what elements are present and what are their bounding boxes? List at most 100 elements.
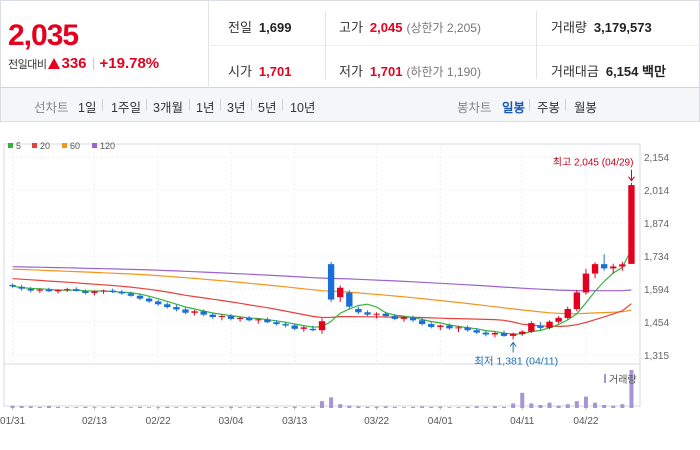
y-tick-label: 2,014: [644, 186, 669, 197]
candle-body: [227, 316, 235, 319]
volume-bar: [28, 406, 33, 408]
candle-body: [573, 292, 581, 309]
candle-body: [127, 293, 135, 296]
divider: [536, 11, 537, 79]
x-tick-label: 02/22: [146, 416, 171, 427]
legend-label: 20: [40, 141, 50, 151]
legend-label: 60: [70, 141, 80, 151]
volume-bar: [511, 403, 516, 408]
volume-bar: [56, 406, 61, 408]
change-percent: +19.78%: [99, 55, 160, 72]
y-tick-label: 1,734: [644, 252, 669, 263]
candle-body: [82, 291, 89, 293]
stat-high: 고가 2,045 (상한가 2,205): [339, 17, 481, 36]
volume-bar: [474, 406, 479, 408]
x-tick-label: 03/13: [282, 416, 307, 427]
y-tick-label: 1,454: [644, 318, 669, 329]
high-annotation: 최고 2,045 (04/29): [553, 157, 634, 169]
volume-bar: [301, 407, 306, 408]
tab-monthly[interactable]: 월봉: [574, 101, 598, 115]
candle-body: [91, 291, 98, 293]
candle-body: [9, 284, 16, 287]
candle-body: [136, 295, 144, 299]
tab-1y[interactable]: 1년: [196, 101, 215, 115]
volume-bar: [256, 406, 261, 408]
candle-body: [63, 289, 71, 291]
candle-body: [619, 264, 626, 267]
candlestick-chart: 2,154 2,014 1,874 1,734 1,594 1,454 1,315 01/31…: [0, 141, 669, 427]
legend-swatch: [92, 143, 97, 148]
tab-1d[interactable]: 1일: [78, 101, 97, 115]
volume-bar: [420, 406, 425, 408]
volume-bar: [219, 407, 224, 408]
volume-bar: [602, 404, 607, 408]
candle-body: [546, 321, 553, 328]
volume-bar: [356, 406, 361, 408]
candle-body: [264, 319, 271, 323]
candle-body: [27, 288, 34, 291]
candle-body: [382, 313, 389, 317]
volume-bar: [238, 407, 243, 408]
candle-body: [500, 333, 508, 336]
candle-body: [537, 325, 544, 328]
tab-weekly[interactable]: 주봉: [537, 101, 561, 115]
up-triangle-icon: [48, 58, 61, 69]
volume-bar: [329, 397, 334, 408]
candle-body: [400, 317, 408, 319]
volume-bar: [347, 405, 352, 408]
x-tick-label: 03/04: [218, 416, 243, 427]
candle-body: [318, 321, 326, 331]
change-row: 전일대비 336 +19.78%: [8, 55, 159, 72]
legend-swatch: [62, 143, 67, 148]
volume-bar: [583, 396, 588, 408]
volume-bar: [46, 406, 51, 408]
volume-bar: [137, 406, 142, 408]
volume-bar: [10, 405, 15, 408]
candle-body: [409, 317, 417, 321]
tab-5y[interactable]: 5년: [258, 101, 277, 115]
volume-bar: [492, 406, 497, 408]
volume-bar: [37, 406, 42, 408]
tab-3y[interactable]: 3년: [227, 101, 246, 115]
y-tick-label: 1,315: [644, 351, 669, 362]
candle-body: [209, 314, 216, 318]
volume-bar: [156, 407, 161, 408]
candle-body: [355, 308, 362, 313]
volume-bar: [274, 407, 279, 408]
candle-body: [18, 286, 25, 289]
candle-body: [564, 308, 571, 318]
x-tick-label: 01/31: [0, 416, 25, 427]
tab-3m[interactable]: 3개월: [153, 101, 183, 115]
volume-bar: [265, 407, 270, 408]
stat-sub: (하한가 1,190): [406, 65, 481, 79]
stat-value: 2,045: [369, 20, 403, 35]
divider: [189, 99, 190, 111]
volume-bar: [92, 407, 97, 408]
tab-1w[interactable]: 1주일: [111, 101, 141, 115]
volume-bar: [593, 402, 598, 408]
candle-body: [282, 324, 289, 326]
price-chart: 2,154 2,014 1,874 1,734 1,594 1,454 1,315 01/31…: [0, 122, 700, 450]
stat-label: 시가: [228, 64, 252, 79]
volume-bar: [338, 404, 343, 408]
volume-bar: [429, 406, 434, 408]
volume-bar: [128, 407, 133, 408]
stat-label: 저가: [339, 64, 363, 79]
candle-body: [54, 290, 62, 292]
candle-body: [191, 311, 198, 313]
divider: [102, 99, 103, 111]
stat-sub: (상한가 2,205): [406, 21, 481, 35]
x-tick-label: 04/11: [510, 416, 535, 427]
volume-bar: [401, 407, 406, 408]
candle-body: [200, 311, 207, 315]
candle-body: [591, 264, 599, 274]
tab-10y[interactable]: 10년: [290, 101, 316, 115]
x-tick-label: 02/13: [82, 416, 107, 427]
divider: [529, 99, 530, 111]
tab-daily[interactable]: 일봉: [502, 101, 526, 115]
legend-label: 120: [100, 141, 115, 151]
candle-body: [473, 330, 480, 333]
ma60-line: [12, 268, 632, 315]
stat-low: 저가 1,701 (하한가 1,190): [339, 61, 481, 80]
candle-body: [246, 317, 253, 321]
